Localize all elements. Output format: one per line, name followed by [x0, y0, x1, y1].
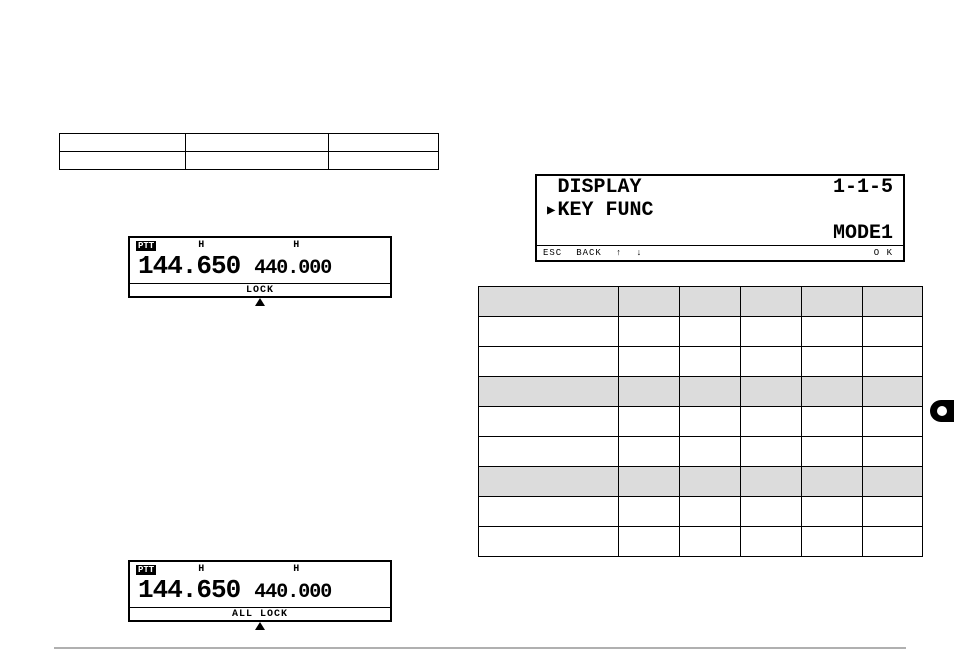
- softkey-down[interactable]: ↓: [636, 248, 642, 258]
- table-header-row: [479, 377, 923, 407]
- mode-function-table: [478, 286, 923, 557]
- ptt-badge: PTT: [136, 565, 156, 575]
- frequency-main: 144.650: [138, 575, 240, 605]
- table-header-row: [479, 467, 923, 497]
- softkey-esc[interactable]: ESC: [543, 248, 562, 258]
- small-spec-table: [59, 133, 439, 170]
- power-indicator-a: H: [198, 240, 205, 251]
- table-row: [479, 437, 923, 467]
- menu-pointer-icon: ▶: [547, 202, 555, 219]
- power-indicator-b: H: [293, 564, 300, 575]
- footer-divider: [54, 647, 906, 649]
- table-row: [479, 347, 923, 377]
- menu-item-keyfunc: KEY FUNC: [557, 199, 653, 222]
- lcd-status-row: PTT H H: [130, 238, 390, 251]
- table-row: [479, 527, 923, 557]
- lock-label-row: ALL LOCK: [130, 607, 390, 620]
- power-indicator-b: H: [293, 240, 300, 251]
- lock-label: ALL LOCK: [232, 609, 288, 620]
- ptt-badge: PTT: [136, 241, 156, 251]
- lcd-frequency-row: 144.650 440.000: [130, 575, 390, 607]
- power-indicator-a: H: [198, 564, 205, 575]
- menu-line-2: ▶ KEY FUNC: [537, 199, 903, 222]
- menu-index: 1-1-5: [833, 176, 893, 199]
- softkey-ok[interactable]: O K: [874, 248, 893, 258]
- menu-display: ▶ DISPLAY 1-1-5 ▶ KEY FUNC MODE1 ESC BAC…: [535, 174, 905, 262]
- tab-dot-icon: [937, 406, 947, 416]
- table-row: [60, 134, 439, 152]
- lcd-frequency-row: 144.650 440.000: [130, 251, 390, 283]
- table-header-row: [479, 287, 923, 317]
- menu-value-mode: MODE1: [833, 222, 893, 245]
- menu-line-3: MODE1: [537, 222, 903, 245]
- lcd-display-all-lock: PTT H H 144.650 440.000 ALL LOCK: [128, 560, 392, 622]
- lcd-display-lock: PTT H H 144.650 440.000 LOCK: [128, 236, 392, 298]
- frequency-sub: 440.000: [254, 257, 331, 280]
- lock-label-row: LOCK: [130, 283, 390, 296]
- frequency-main: 144.650: [138, 251, 240, 281]
- page-tab-marker: [930, 400, 954, 422]
- pointer-up-icon: [255, 622, 265, 630]
- menu-line-1: ▶ DISPLAY 1-1-5: [537, 176, 903, 199]
- lcd-status-row: PTT H H: [130, 562, 390, 575]
- table-row: [60, 152, 439, 170]
- table-row: [479, 497, 923, 527]
- softkey-back[interactable]: BACK: [576, 248, 602, 258]
- table-row: [479, 317, 923, 347]
- menu-softkey-row: ESC BACK ↑ ↓ O K: [537, 245, 903, 260]
- softkey-up[interactable]: ↑: [616, 248, 622, 258]
- frequency-sub: 440.000: [254, 581, 331, 604]
- lock-label: LOCK: [246, 285, 274, 296]
- table-row: [479, 407, 923, 437]
- pointer-up-icon: [255, 298, 265, 306]
- menu-item-display: DISPLAY: [557, 176, 641, 199]
